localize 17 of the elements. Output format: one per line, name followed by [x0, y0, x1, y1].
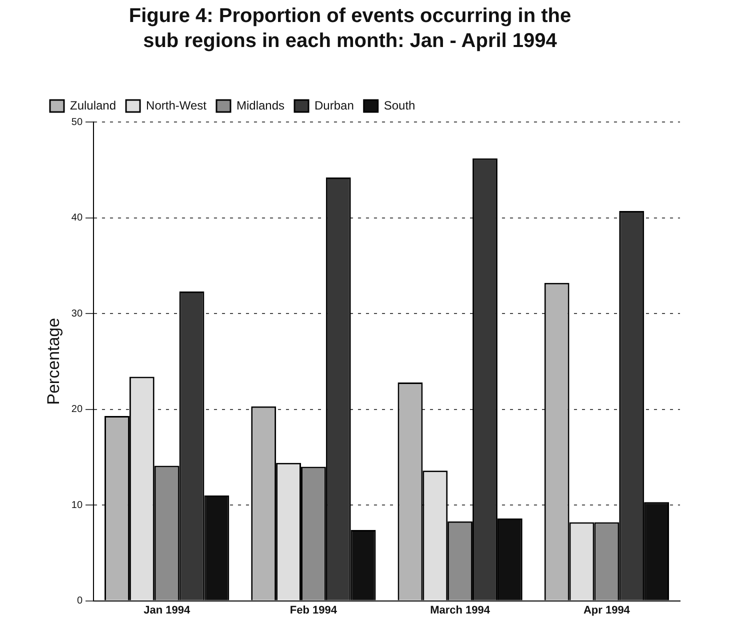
y-tick-label: 50	[71, 116, 83, 128]
y-tick-label: 0	[76, 596, 83, 607]
x-tick-label: Jan 1994	[144, 604, 191, 616]
y-axis-title: Percentage	[44, 318, 63, 405]
x-tick-label: March 1994	[430, 604, 491, 616]
legend-label: Midlands	[236, 98, 285, 112]
legend-label: North-West	[146, 98, 208, 112]
x-tick-label: Feb 1994	[290, 604, 338, 616]
legend-label: South	[384, 98, 416, 112]
y-tick-label: 20	[71, 404, 83, 416]
y-tick-label: 40	[71, 212, 83, 224]
x-tick-label: Apr 1994	[583, 604, 631, 616]
y-tick-label: 10	[71, 500, 83, 511]
chart-title: Figure 4: Proportion of events occurring in the sub regions in each month: Jan - April 1994	[128, 4, 572, 54]
y-tick-label: 30	[71, 308, 83, 320]
legend-label: Zululand	[70, 98, 116, 112]
legend-label: Durban	[314, 98, 354, 112]
